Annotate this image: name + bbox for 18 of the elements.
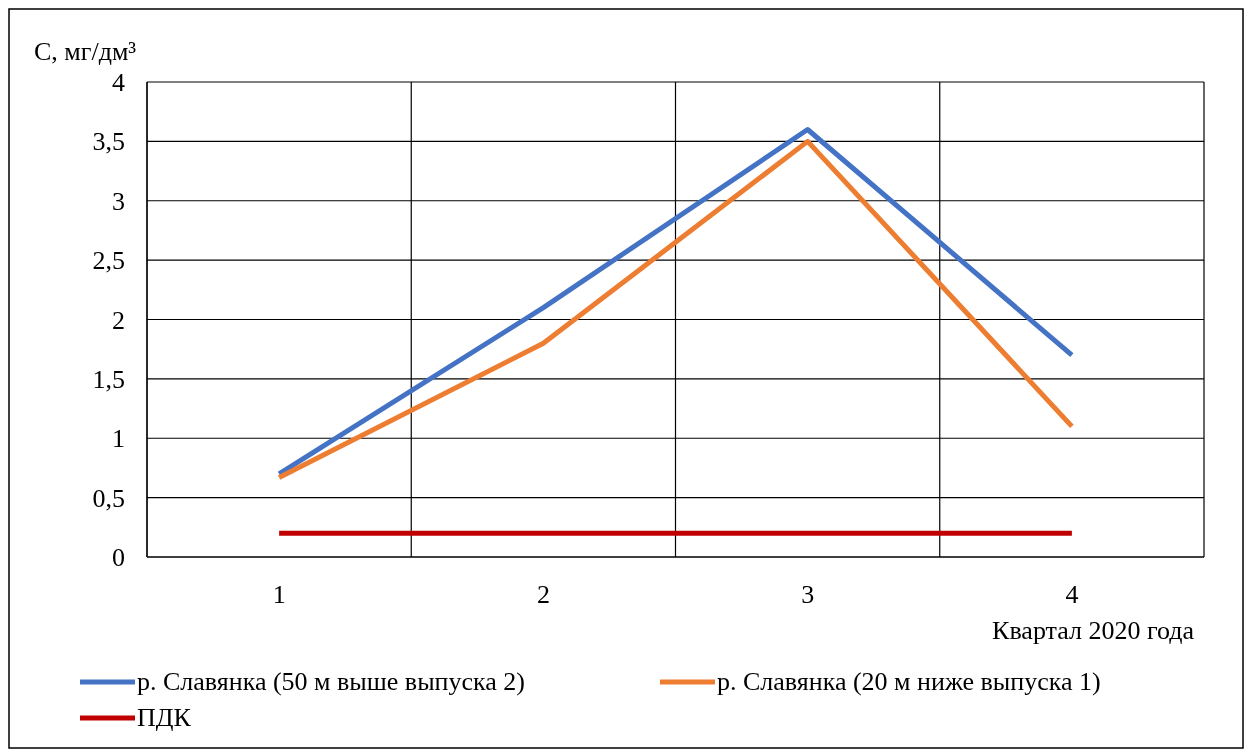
y-tick-label: 2 (112, 305, 125, 335)
y-tick-label: 0,5 (92, 483, 125, 513)
x-tick-label: 2 (536, 580, 550, 609)
legend-label: ПДК (137, 703, 192, 732)
legend-label: р. Славянка (20 м ниже выпуска 1) (717, 667, 1101, 696)
y-tick-label: 0 (112, 543, 125, 573)
y-tick-label: 1 (112, 424, 125, 454)
y-axis-title: C, мг/дм³ (34, 37, 137, 66)
x-axis-title: Квартал 2020 года (992, 616, 1195, 645)
x-tick-label: 1 (272, 580, 286, 609)
x-tick-label: 4 (1065, 580, 1079, 609)
legend-label: р. Славянка (50 м выше выпуска 2) (137, 667, 525, 696)
x-tick-label: 3 (801, 580, 815, 609)
y-tick-label: 3 (112, 186, 125, 216)
y-tick-label: 2,5 (92, 246, 125, 276)
y-tick-label: 1,5 (92, 364, 125, 394)
y-tick-label: 4 (112, 68, 125, 98)
y-tick-label: 3,5 (92, 127, 125, 157)
